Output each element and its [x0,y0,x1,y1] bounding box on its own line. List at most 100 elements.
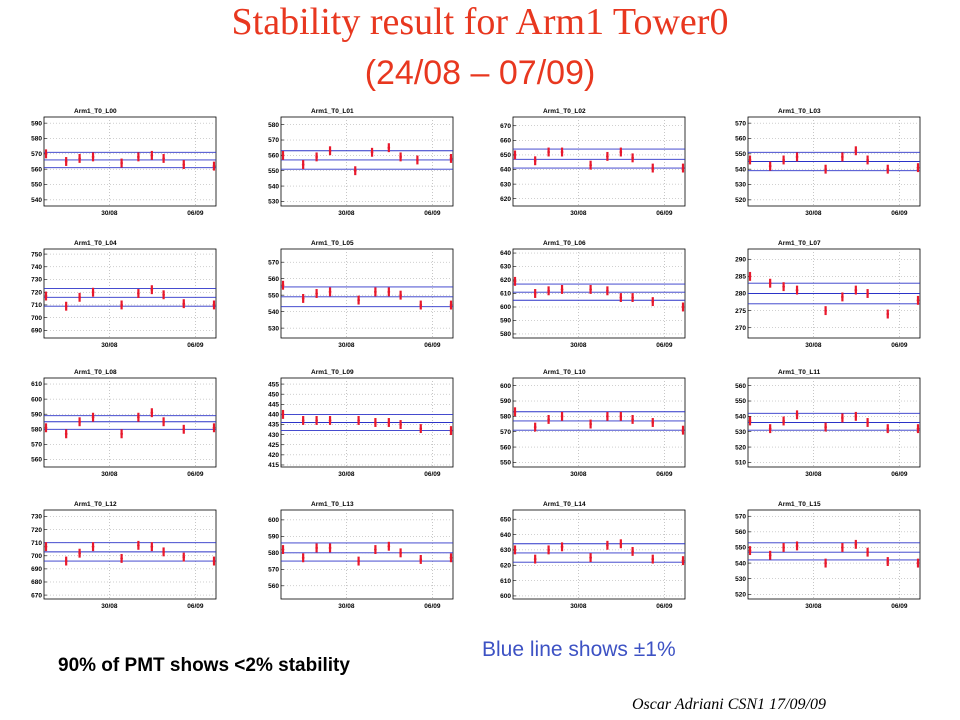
y-tick-label: 610 [500,578,511,585]
y-tick-label: 570 [735,513,746,520]
data-point [589,419,592,429]
y-tick-label: 670 [500,123,511,130]
chart-svg: Arm1_T0_L14 30/08 06/09 600 610 620 630 640 650 [500,501,686,610]
x-tick-label: 30/08 [101,210,118,217]
y-tick-label: 570 [268,137,279,144]
chart-svg: Arm1_T0_L06 30/08 06/09 580 590 600 610 620 630 6… [500,240,686,349]
data-point [748,155,752,165]
y-tick-label: 710 [31,540,42,547]
y-tick-label: 520 [735,197,746,204]
data-point [419,300,423,310]
data-point [44,149,48,159]
data-point [606,151,609,161]
data-point [328,146,332,156]
data-point [64,157,68,166]
data-point [886,309,890,319]
data-point [782,543,785,552]
y-tick-label: 540 [31,197,42,204]
data-point [182,424,186,434]
chart-svg: Arm1_T0_L02 30/08 06/09 620 630 640 650 660 670 [500,108,686,217]
data-point [387,541,391,551]
y-tick-label: 740 [31,264,42,271]
y-tick-label: 290 [735,256,746,263]
data-point [315,289,318,298]
chart-svg: Arm1_T0_L15 30/08 06/09 520 530 540 550 560 570 [735,501,921,610]
chart-title: Arm1_T0_L10 [543,369,586,376]
y-tick-label: 560 [31,166,42,173]
y-tick-label: 630 [500,181,511,188]
y-tick-label: 540 [268,183,279,190]
data-point [589,285,592,294]
data-point [301,293,305,303]
data-point [748,546,752,556]
y-tick-label: 435 [268,422,279,429]
data-point [681,302,685,312]
data-point [162,547,165,557]
y-tick-label: 670 [31,592,42,599]
data-point [91,542,95,552]
data-point [281,545,285,555]
y-tick-label: 580 [31,136,42,143]
data-point [419,424,423,434]
x-tick-label: 06/09 [187,342,204,349]
data-point [64,556,68,566]
data-point [619,539,623,549]
stability-chart-l15: Arm1_T0_L15 30/08 06/09 520 530 540 550 560 570 [726,496,926,621]
data-point [866,289,869,298]
data-point [212,300,216,310]
data-point [589,553,592,563]
y-tick-label: 620 [500,196,511,203]
data-point [631,293,634,302]
data-point [137,152,140,162]
chart-svg: Arm1_T0_L00 30/08 06/09 540 550 560 570 580 590 [31,108,217,217]
y-tick-label: 750 [31,251,42,258]
data-point [44,423,48,433]
data-point [78,153,81,163]
y-tick-label: 610 [500,291,511,298]
y-tick-label: 540 [735,414,746,421]
x-tick-label: 06/09 [891,210,908,217]
data-point [374,418,377,427]
data-point [449,426,453,436]
y-tick-label: 540 [735,560,746,567]
data-point [150,542,154,552]
y-tick-label: 420 [268,452,279,459]
stability-chart-l05: Arm1_T0_L05 30/08 06/09 530 540 550 560 570 [259,235,459,360]
y-tick-label: 560 [500,444,511,451]
chart-svg: Arm1_T0_L12 30/08 06/09 670 680 690 700 710 720 7… [31,501,217,610]
data-point [328,287,332,297]
chart-title: Arm1_T0_L08 [74,369,117,376]
data-point [315,152,318,162]
data-point [651,297,655,307]
data-point [631,546,634,556]
data-point [841,152,844,162]
data-point [387,418,391,427]
data-point [651,418,655,427]
data-point [150,150,154,160]
y-tick-label: 690 [31,566,42,573]
chart-title: Arm1_T0_L04 [74,240,117,247]
plot-frame [512,116,686,207]
plot-frame [512,509,686,600]
data-point [795,285,799,295]
y-tick-label: 720 [31,289,42,296]
chart-title: Arm1_T0_L02 [543,108,586,115]
data-point [212,423,216,433]
data-point [547,286,550,296]
plot-frame [747,509,921,600]
x-tick-label: 30/08 [570,342,587,349]
plot-frame [280,116,454,207]
data-point [91,287,95,297]
data-point [533,422,537,432]
y-tick-label: 510 [735,460,746,467]
data-point [768,161,772,171]
plot-frame [512,248,686,339]
data-point [768,550,772,560]
chart-title: Arm1_T0_L15 [778,501,821,508]
data-point [64,429,68,439]
y-tick-label: 550 [31,182,42,189]
data-point [150,408,154,418]
y-tick-label: 560 [31,457,42,464]
data-point [795,152,799,162]
y-tick-label: 445 [268,401,279,408]
